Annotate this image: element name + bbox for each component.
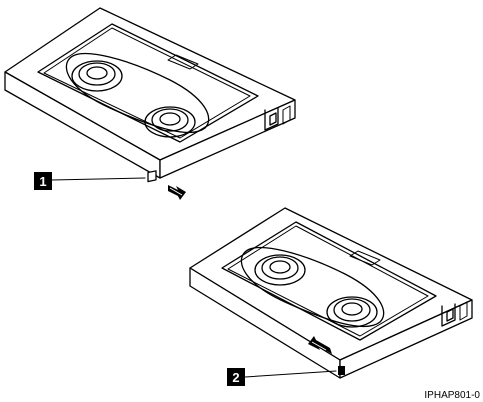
reel-right-bottom (326, 296, 378, 328)
write-protect-arrow-bottom (308, 336, 332, 354)
callout-1-leader (51, 177, 146, 181)
reel-right-top (144, 106, 196, 138)
figure-id: IPHAP801-0 (424, 390, 480, 401)
cartridge-bottom (189, 207, 473, 379)
callout-2: 2 (227, 368, 245, 386)
callout-2-label: 2 (232, 370, 239, 385)
write-protect-arrow-top (168, 185, 186, 200)
callout-1: 1 (34, 172, 52, 190)
callout-2-leader (244, 370, 337, 378)
reel-left-bottom (254, 254, 306, 286)
cartridge-top (4, 7, 296, 200)
callout-1-label: 1 (39, 174, 46, 189)
reel-left-top (71, 60, 123, 92)
